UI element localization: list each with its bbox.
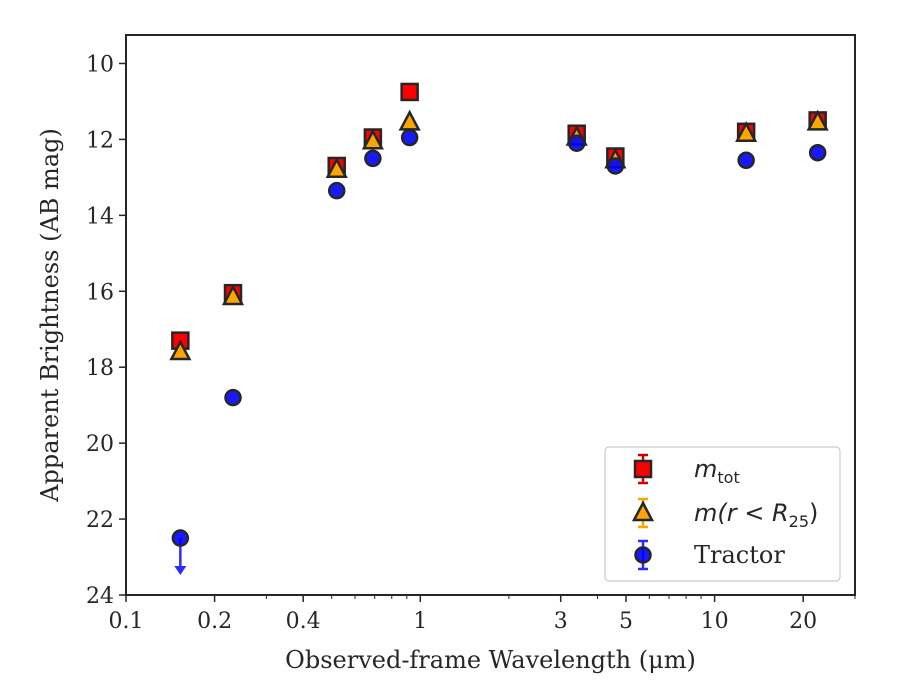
y-tick-label: 24 bbox=[86, 584, 114, 609]
series-square bbox=[171, 82, 827, 350]
x-tick-label: 0.2 bbox=[197, 609, 232, 634]
y-tick-label: 14 bbox=[86, 204, 114, 229]
legend-box bbox=[604, 446, 841, 582]
data-point bbox=[737, 151, 755, 170]
y-tick-label: 18 bbox=[86, 356, 114, 381]
data-point bbox=[361, 128, 384, 150]
data-point bbox=[806, 109, 829, 131]
legend-marker bbox=[631, 500, 655, 522]
x-tick-label: 3 bbox=[554, 609, 568, 634]
data-point bbox=[221, 284, 245, 306]
y-tick-label: 16 bbox=[86, 280, 114, 305]
data-point bbox=[606, 157, 625, 175]
data-point bbox=[364, 149, 382, 168]
x-tick-label: 20 bbox=[789, 609, 817, 634]
legend: mtot m(r < R25) Tractor bbox=[604, 446, 841, 582]
x-axis-label: Observed-frame Wavelength (μm) bbox=[285, 646, 696, 674]
y-tick-label: 10 bbox=[86, 52, 114, 77]
data-point bbox=[808, 143, 827, 162]
legend-label: m(r < R25) bbox=[694, 499, 818, 531]
data-point bbox=[400, 128, 419, 147]
plot-marks bbox=[169, 82, 829, 576]
y-tick-label: 22 bbox=[86, 508, 114, 533]
data-point bbox=[224, 388, 242, 407]
x-tick-label: 5 bbox=[619, 609, 633, 634]
data-point bbox=[169, 339, 192, 361]
data-point bbox=[327, 181, 346, 200]
axis-ticks: 0.1 0.2 0.4 1 3 5 10 20 10 12 14 16 18 20 22 24 bbox=[86, 52, 856, 634]
data-point bbox=[400, 82, 419, 102]
x-tick-label: 0.4 bbox=[286, 609, 321, 634]
x-tick-label: 0.1 bbox=[109, 609, 144, 634]
legend-marker bbox=[633, 459, 653, 479]
series-triangle bbox=[169, 109, 829, 361]
series-circle bbox=[171, 128, 827, 576]
data-point bbox=[398, 109, 421, 131]
x-tick-label: 1 bbox=[413, 609, 427, 634]
data-point bbox=[171, 529, 190, 547]
legend-marker bbox=[634, 546, 652, 564]
y-axis-label: Apparent Brightness (AB mag) bbox=[36, 128, 64, 503]
data-point bbox=[325, 157, 348, 179]
y-tick-label: 12 bbox=[86, 128, 114, 153]
x-tick-label: 10 bbox=[701, 609, 729, 634]
data-point bbox=[567, 134, 586, 152]
legend-label: Tractor bbox=[694, 541, 785, 569]
data-point bbox=[735, 121, 758, 142]
y-tick-label: 20 bbox=[86, 432, 114, 457]
plot-frame bbox=[125, 34, 856, 596]
upper-limit-arrowhead bbox=[174, 566, 187, 576]
legend-label: mtot bbox=[694, 455, 740, 487]
